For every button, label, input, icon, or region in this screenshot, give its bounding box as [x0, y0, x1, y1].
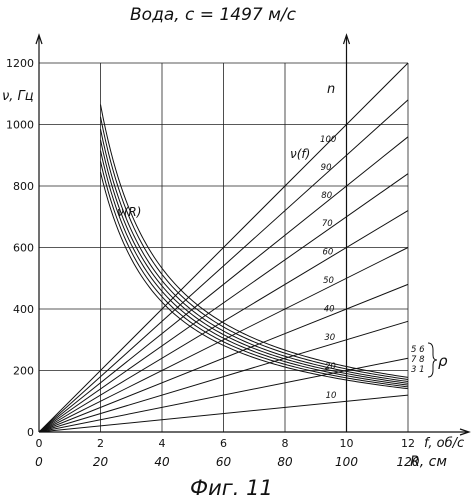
x-tick-label-bottom: 60: [216, 455, 232, 469]
curve-r-7: [101, 105, 409, 378]
figure-caption: Фиг. 11: [190, 476, 273, 500]
line-label-n: 80: [321, 191, 332, 201]
y-tick-label: 600: [13, 242, 34, 255]
n-label: n: [327, 82, 335, 97]
axes: [36, 35, 469, 435]
rho-values-last: 3 1: [411, 365, 425, 375]
x-tick-label-bottom: 0: [35, 455, 43, 469]
curve-r-2: [101, 161, 409, 387]
x-tick-label-top: 2: [97, 437, 104, 450]
y-tick-label: 400: [13, 303, 34, 316]
y-tick-label: 1000: [6, 119, 34, 132]
line-label-n: 90: [321, 163, 332, 173]
x-tick-label-top: 0: [36, 437, 43, 450]
line-label-n: 40: [324, 305, 335, 315]
line-label-n: 60: [323, 247, 334, 257]
line-label-n: 10: [326, 391, 337, 401]
x-tick-label-top: 8: [282, 437, 289, 450]
x-tick-label-bottom: 40: [154, 455, 170, 469]
curve-r-5: [101, 129, 409, 381]
x-tick-label-top: 4: [159, 437, 166, 450]
x-tick-label-top: 10: [340, 437, 354, 450]
line-label-n: 100: [320, 135, 336, 145]
x-tick-label-bottom: 100: [335, 455, 358, 469]
curve-r-4: [101, 140, 409, 383]
curve-label-r: ν(R): [117, 205, 141, 219]
x-axis-label-top: f, об/с: [424, 436, 464, 451]
y-tick-label: 200: [13, 365, 34, 378]
x-axis-label-bottom: R, см: [410, 454, 447, 470]
x-tick-label-bottom: 80: [277, 455, 293, 469]
line-label-n: 30: [324, 333, 335, 343]
tick-labels: 0 200 400 600 800 1000 1200 0 2 4 6 8 10 12 0 20 40 60 80 1…: [6, 57, 420, 469]
rho-values-bottom: 7 8: [411, 355, 425, 365]
line-label-n: 50: [323, 276, 334, 286]
x-tick-label-bottom: 20: [93, 455, 109, 469]
y-tick-label: 800: [13, 180, 34, 193]
y-tick-label: 1200: [6, 57, 34, 70]
x-tick-label-top: 12: [401, 437, 415, 450]
x-tick-label-top: 6: [220, 437, 227, 450]
chart-title: Вода, c = 1497 м/с: [130, 5, 297, 25]
line-label-n: 70: [322, 219, 333, 229]
rho-brace: [428, 343, 437, 377]
rho-values-top: 5 6: [411, 345, 425, 355]
curve-r-6: [101, 117, 409, 380]
curve-label-f: ν(f): [290, 147, 310, 161]
y-tick-label: 0: [27, 426, 34, 439]
y-axis-label: ν, Гц: [2, 89, 34, 104]
rho-label: ρ: [438, 352, 448, 370]
